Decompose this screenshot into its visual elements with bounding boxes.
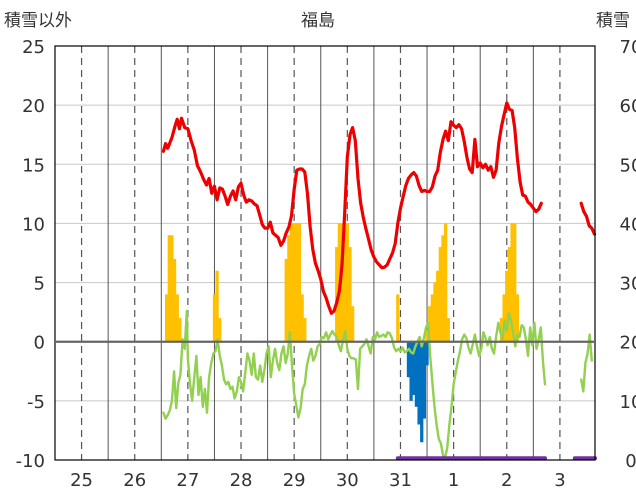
green_series-line	[580, 333, 593, 393]
orange_bars-bar	[215, 270, 219, 342]
right-axis-label: 積雪	[596, 11, 630, 31]
left-tick-label: 5	[34, 274, 45, 295]
x-tick-label: 27	[176, 470, 199, 491]
x-tick-label: 1	[448, 470, 459, 491]
orange_bars-bar	[175, 294, 179, 342]
orange_bars-bar	[172, 258, 177, 342]
orange_bars-bar	[505, 270, 509, 342]
blue_bars-bar	[406, 341, 411, 378]
orange_bars-bar	[425, 329, 429, 342]
orange_bars-bar	[502, 294, 506, 342]
orange_bars-bar	[170, 235, 174, 342]
orange_bars-bar	[212, 294, 217, 342]
left-tick-label: 20	[22, 96, 45, 117]
orange_bars-bar	[335, 247, 339, 342]
orange_bars-bar	[513, 223, 517, 342]
orange_bars-bar	[289, 223, 294, 342]
orange_bars-bar	[292, 223, 296, 342]
right-tick-label: 50	[620, 155, 636, 176]
orange_bars-bar	[515, 294, 520, 342]
orange_bars-bar	[340, 223, 344, 342]
orange_bars-bar	[348, 247, 352, 342]
orange_bars-bar	[164, 294, 169, 342]
x-tick-label: 3	[554, 470, 565, 491]
left-tick-label: 10	[22, 214, 45, 235]
orange_bars-bar	[436, 270, 440, 342]
right-tick-label: 40	[620, 214, 636, 235]
blue_bars-bar	[422, 341, 427, 419]
orange_bars-bar	[351, 306, 355, 342]
orange_bars-bar	[284, 258, 288, 342]
left-axis-label: 積雪以外	[4, 11, 72, 31]
orange_bars-bar	[297, 223, 302, 342]
blue_bars-bar	[414, 341, 419, 407]
plot-frame	[54, 45, 596, 461]
x-tick-label: 26	[123, 470, 146, 491]
x-tick-label: 31	[389, 470, 412, 491]
orange_bars-bar	[441, 235, 445, 342]
tick-layer: 2520151050-5-107060504030201002526272829…	[16, 37, 636, 491]
left-tick-label: -5	[27, 392, 45, 413]
green_series-line	[162, 309, 547, 459]
orange_bars-bar	[343, 223, 347, 342]
orange_bars-bar	[287, 235, 291, 342]
orange_bars-bar	[295, 223, 299, 342]
orange_bars-bar	[430, 294, 434, 342]
orange_bars-bar	[444, 223, 448, 342]
x-tick-label: 2	[501, 470, 512, 491]
x-tick-label: 25	[70, 470, 93, 491]
right-tick-label: 10	[620, 392, 636, 413]
orange_bars-bar	[303, 318, 307, 342]
x-tick-label: 29	[283, 470, 306, 491]
orange_bars-bar	[433, 282, 437, 342]
right-tick-label: 0	[625, 451, 636, 472]
right-tick-label: 60	[620, 96, 636, 117]
chart-title: 福島	[301, 11, 335, 31]
temperature-line	[579, 201, 597, 236]
orange_bars-bar	[218, 318, 222, 342]
x-tick-label: 30	[336, 470, 359, 491]
left-tick-label: 15	[22, 155, 45, 176]
orange_bars-bar	[300, 294, 304, 342]
right-tick-label: 70	[620, 37, 636, 58]
axis-layer	[54, 45, 596, 461]
orange_bars-bar	[499, 318, 504, 342]
orange_bars-bar	[428, 306, 432, 342]
orange_bars-bar	[438, 247, 442, 342]
right-tick-label: 20	[620, 333, 636, 354]
orange_bars-bar	[510, 223, 514, 342]
orange_bars-bar	[396, 294, 400, 342]
orange_bars-bar	[167, 235, 171, 342]
blue_bars-bar	[425, 341, 429, 366]
left-tick-label: 25	[22, 37, 45, 58]
orange_bars-bar	[345, 223, 349, 342]
left-tick-label: 0	[34, 333, 45, 354]
x-tick-label: 28	[230, 470, 253, 491]
right-tick-label: 30	[620, 274, 636, 295]
line-layer	[161, 101, 597, 461]
blue_bars-bar	[417, 341, 421, 425]
orange_bars-bar	[178, 318, 182, 342]
blue_bars-bar	[409, 341, 413, 401]
left-tick-label: -10	[16, 451, 45, 472]
blue_bars-bar	[412, 341, 416, 395]
orange_bars-bar	[446, 318, 450, 342]
blue_bars-bar	[420, 341, 424, 443]
temperature-line	[161, 101, 543, 315]
orange_bars-bar	[507, 247, 512, 342]
